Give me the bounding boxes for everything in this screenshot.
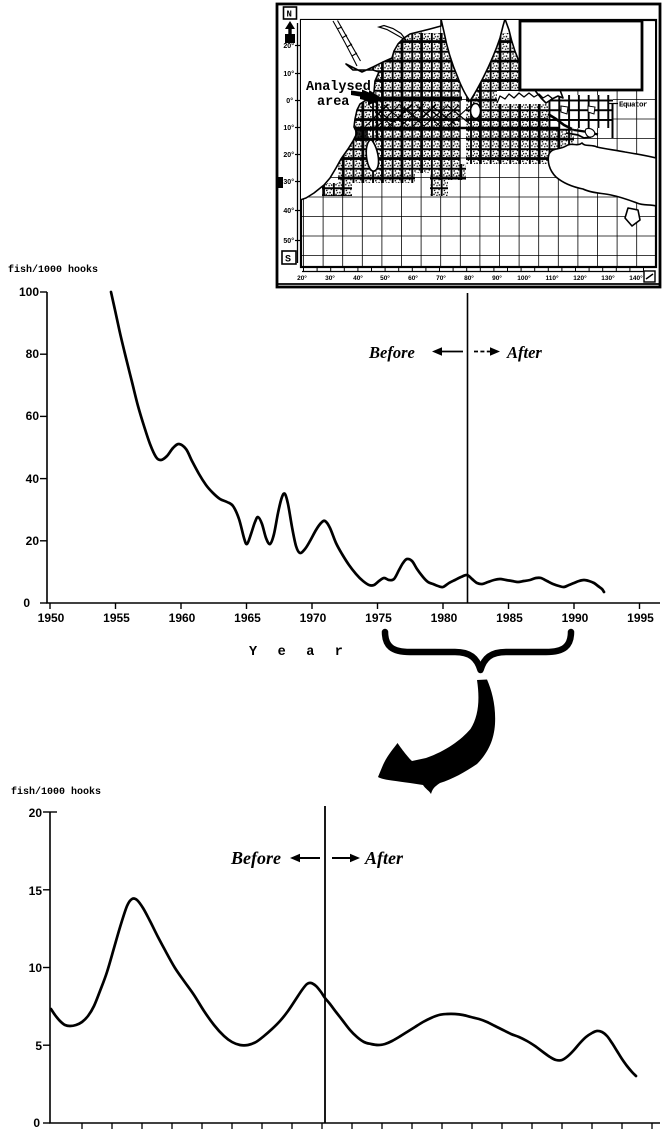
svg-text:40: 40 xyxy=(26,472,40,486)
svg-text:fish/1000 hooks: fish/1000 hooks xyxy=(8,264,98,276)
svg-text:0: 0 xyxy=(23,596,30,610)
svg-text:1950: 1950 xyxy=(38,611,65,625)
svg-text:140°: 140° xyxy=(629,274,643,282)
svg-text:1995: 1995 xyxy=(627,611,654,625)
svg-text:50°: 50° xyxy=(380,274,390,282)
svg-text:15: 15 xyxy=(29,884,43,898)
svg-text:70°: 70° xyxy=(436,274,446,282)
svg-text:After: After xyxy=(506,343,542,362)
svg-text:1955: 1955 xyxy=(103,611,130,625)
svg-text:130°: 130° xyxy=(601,274,615,282)
svg-text:20: 20 xyxy=(29,806,43,820)
svg-text:50°: 50° xyxy=(283,237,294,245)
svg-text:80: 80 xyxy=(26,347,40,361)
svg-text:120°: 120° xyxy=(573,274,587,282)
svg-text:100: 100 xyxy=(19,285,39,299)
svg-text:1990: 1990 xyxy=(562,611,589,625)
svg-text:40°: 40° xyxy=(353,274,363,282)
svg-text:5: 5 xyxy=(35,1039,42,1053)
svg-text:Before: Before xyxy=(368,343,415,362)
svg-text:20°: 20° xyxy=(283,42,294,50)
svg-text:10°: 10° xyxy=(283,70,294,78)
svg-text:After: After xyxy=(364,848,404,868)
svg-text:1980: 1980 xyxy=(431,611,458,625)
svg-text:1970: 1970 xyxy=(300,611,327,625)
svg-text:20°: 20° xyxy=(297,274,307,282)
svg-text:S: S xyxy=(285,255,291,266)
svg-text:20°: 20° xyxy=(283,151,294,159)
svg-text:1975: 1975 xyxy=(365,611,392,625)
svg-text:20: 20 xyxy=(26,534,40,548)
svg-text:10: 10 xyxy=(29,961,43,975)
svg-text:Before: Before xyxy=(230,848,281,868)
svg-text:10°: 10° xyxy=(283,124,294,132)
svg-text:80°: 80° xyxy=(464,274,474,282)
svg-text:60°: 60° xyxy=(408,274,418,282)
svg-text:1985: 1985 xyxy=(496,611,523,625)
svg-text:Equator: Equator xyxy=(619,102,647,110)
svg-text:90°: 90° xyxy=(492,274,502,282)
svg-text:1965: 1965 xyxy=(234,611,261,625)
svg-text:0: 0 xyxy=(33,1116,40,1130)
svg-text:Year: Year xyxy=(249,645,363,660)
svg-text:30°: 30° xyxy=(325,274,335,282)
svg-text:area: area xyxy=(317,95,349,110)
svg-text:40°: 40° xyxy=(283,207,294,215)
svg-text:60: 60 xyxy=(26,409,40,423)
svg-text:100°: 100° xyxy=(517,274,531,282)
svg-text:110°: 110° xyxy=(545,274,558,282)
svg-text:1960: 1960 xyxy=(169,611,196,625)
svg-text:N: N xyxy=(287,10,292,20)
svg-text:30°: 30° xyxy=(283,178,294,186)
svg-text:fish/1000 hooks: fish/1000 hooks xyxy=(11,786,101,798)
svg-text:0°: 0° xyxy=(286,97,293,105)
